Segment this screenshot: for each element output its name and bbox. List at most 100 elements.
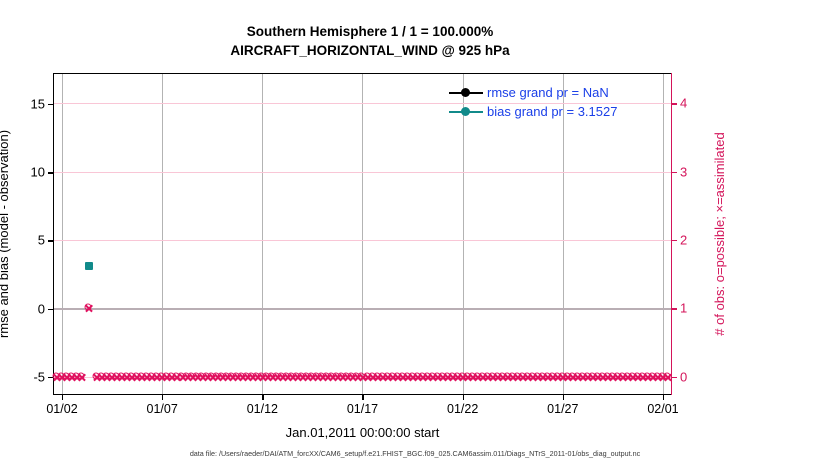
- zero-reference-line: [54, 307, 671, 311]
- x-axis-tick-label: 01/12: [246, 402, 278, 416]
- obs-possible-circle-icon: [77, 372, 85, 380]
- y-axis-left-tick: [48, 240, 54, 242]
- x-axis-tick: [462, 394, 464, 400]
- obs-possible-circle-icon: [388, 372, 396, 380]
- legend-item-label: rmse grand pr = NaN: [487, 85, 609, 100]
- obs-possible-circle-icon: [433, 372, 441, 380]
- obs-possible-circle-icon: [508, 372, 516, 380]
- y-axis-right-tick-label: 3: [680, 164, 688, 180]
- obs-possible-circle-icon: [613, 372, 621, 380]
- data-file-note: data file: /Users/raeder/DAI/ATM_forcXX/…: [189, 449, 641, 458]
- obs-possible-circle-icon: [463, 372, 471, 380]
- obs-possible-circle-icon: [142, 372, 150, 380]
- y-axis-right-label: # of obs: o=possible; ×=assimilated: [712, 132, 727, 336]
- obs-possible-circle-icon: [292, 372, 300, 380]
- obs-possible-circle-icon: [623, 372, 631, 380]
- obs-possible-circle-icon: [282, 372, 290, 380]
- x-axis-label: Jan.01,2011 00:00:00 start: [285, 425, 440, 440]
- x-axis-tick-label: 01/07: [146, 402, 178, 416]
- obs-possible-circle-icon: [638, 372, 646, 380]
- obs-possible-circle-icon: [528, 372, 536, 380]
- obs-possible-circle-icon: [383, 372, 391, 380]
- obs-possible-circle-icon: [563, 372, 571, 380]
- obs-possible-circle-icon: [658, 372, 666, 380]
- obs-possible-circle-icon: [217, 372, 225, 380]
- obs-possible-circle-icon: [297, 372, 305, 380]
- x-axis-tick-label: 02/01: [647, 402, 679, 416]
- x-gridline: [662, 74, 664, 394]
- right-axis-spine: [671, 73, 673, 395]
- y-axis-right-tick: [671, 308, 677, 310]
- obs-possible-circle-icon: [107, 372, 115, 380]
- y-gridline: [54, 240, 671, 242]
- obs-possible-circle-icon: [413, 372, 421, 380]
- obs-possible-circle-icon: [483, 372, 491, 380]
- obs-possible-circle-icon: [583, 372, 591, 380]
- obs-possible-circle-icon: [468, 372, 476, 380]
- obs-possible-circle-icon: [57, 372, 65, 380]
- obs-possible-circle-icon: [393, 372, 401, 380]
- obs-possible-circle-icon: [357, 372, 365, 380]
- obs-possible-circle-icon: [192, 372, 200, 380]
- x-gridline: [362, 74, 364, 394]
- obs-possible-circle-icon: [598, 372, 606, 380]
- obs-possible-circle-icon: [347, 372, 355, 380]
- obs-possible-circle-icon: [643, 372, 651, 380]
- x-axis-tick: [262, 394, 264, 400]
- obs-possible-circle-icon: [438, 372, 446, 380]
- legend-item-label: bias grand pr = 3.1527: [487, 104, 618, 119]
- legend-dot-icon: [461, 107, 470, 116]
- obs-possible-circle-icon: [368, 372, 375, 380]
- obs-possible-circle-icon: [232, 372, 240, 380]
- x-axis-tick: [562, 394, 565, 400]
- x-axis-tick: [662, 394, 665, 400]
- obs-possible-circle-icon: [227, 372, 235, 380]
- obs-possible-circle-icon: [538, 372, 546, 380]
- chart-title: Southern Hemisphere 1 / 1 = 100.000% AIR…: [0, 22, 740, 60]
- chart-title-line-1: Southern Hemisphere 1 / 1 = 100.000%: [246, 24, 494, 39]
- y-axis-left-tick-label: 0: [37, 301, 45, 317]
- obs-possible-circle-icon: [312, 372, 320, 380]
- obs-possible-circle-icon: [488, 372, 496, 380]
- obs-possible-circle-icon: [478, 372, 486, 380]
- legend-item: rmse grand pr = NaN: [449, 83, 617, 102]
- y-axis-right-tick-label: 2: [680, 232, 688, 248]
- obs-possible-circle-icon: [503, 372, 511, 380]
- obs-possible-circle-icon: [558, 372, 566, 380]
- obs-possible-circle-icon: [418, 372, 426, 380]
- obs-possible-circle-icon: [307, 372, 315, 380]
- y-axis-right-tick-label: 1: [680, 300, 688, 316]
- obs-possible-circle-icon: [277, 372, 285, 380]
- obs-possible-circle-icon: [132, 372, 140, 380]
- obs-possible-circle-icon: [72, 372, 80, 380]
- y-axis-right-tick: [671, 171, 677, 174]
- obs-possible-circle-icon: [533, 372, 541, 380]
- obs-possible-circle-icon: [608, 372, 616, 380]
- legend-item: bias grand pr = 3.1527: [449, 102, 617, 121]
- obs-possible-circle-icon: [67, 372, 75, 380]
- obs-possible-circle-icon: [97, 372, 105, 380]
- x-axis-tick: [62, 394, 64, 400]
- obs-possible-circle-icon: [162, 372, 170, 380]
- x-gridline: [62, 74, 63, 394]
- obs-possible-circle-icon: [342, 372, 350, 380]
- obs-possible-circle-icon: [628, 372, 636, 380]
- obs-possible-circle-icon: [603, 372, 611, 380]
- obs-possible-circle-icon: [202, 372, 210, 380]
- obs-possible-circle-icon: [633, 372, 641, 380]
- obs-possible-circle-icon: [378, 372, 386, 380]
- obs-possible-circle-icon: [52, 372, 60, 380]
- obs-possible-circle-icon: [207, 372, 215, 380]
- x-gridline: [462, 74, 464, 394]
- obs-possible-circle-icon: [327, 372, 335, 380]
- obs-possible-circle-icon: [167, 372, 175, 380]
- obs-possible-circle-icon: [137, 372, 145, 380]
- obs-possible-circle-icon: [498, 372, 506, 380]
- bias-data-point: [85, 261, 94, 270]
- obs-possible-circle-icon: [618, 372, 626, 380]
- obs-possible-circle-icon: [257, 372, 265, 380]
- obs-possible-circle-icon: [493, 372, 501, 380]
- y-gridline: [54, 103, 671, 105]
- obs-possible-circle-icon: [182, 372, 190, 380]
- y-axis-right-tick: [671, 103, 677, 105]
